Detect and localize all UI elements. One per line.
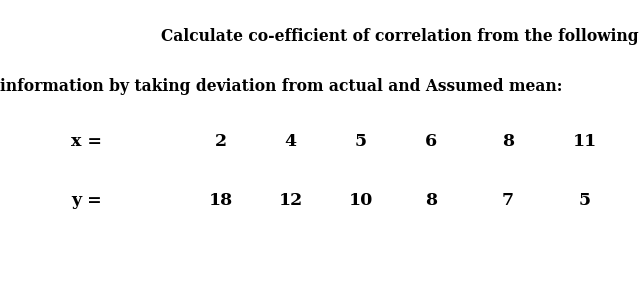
Text: 5: 5	[355, 133, 367, 150]
Text: 11: 11	[573, 133, 597, 150]
Text: 18: 18	[208, 192, 233, 209]
Text: 10: 10	[349, 192, 373, 209]
Text: 5: 5	[579, 192, 590, 209]
Text: 8: 8	[426, 192, 437, 209]
Text: 6: 6	[426, 133, 437, 150]
Text: 2: 2	[215, 133, 226, 150]
Text: 8: 8	[502, 133, 514, 150]
Text: Calculate co-efficient of correlation from the following: Calculate co-efficient of correlation fr…	[162, 28, 639, 46]
Text: 7: 7	[502, 192, 514, 209]
Text: 12: 12	[279, 192, 303, 209]
Text: 4: 4	[285, 133, 296, 150]
Text: y =: y =	[71, 192, 102, 209]
Text: x =: x =	[71, 133, 102, 150]
Text: information by taking deviation from actual and Assumed mean:: information by taking deviation from act…	[0, 78, 562, 95]
